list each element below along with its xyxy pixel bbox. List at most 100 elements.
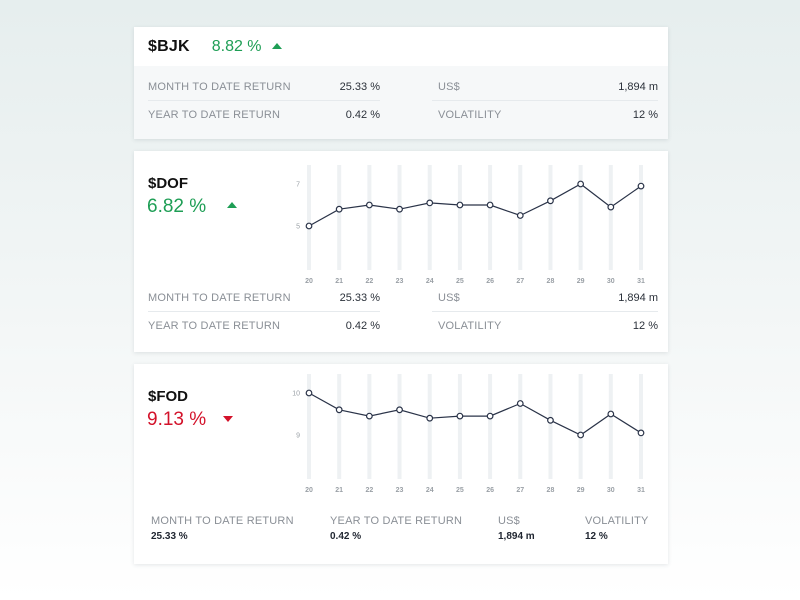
stat-value: 0.42 % [345,109,380,121]
data-point [516,212,524,219]
x-tick-label: 29 [577,487,585,494]
change-percent: 8.82 % [211,37,262,55]
stock-card-bjk[interactable]: $BJK 8.82 % MONTH TO DATE RETURN 25.33 %… [134,27,668,139]
stat-month-to-date: MONTH TO DATE RETURN 25.33 % [148,284,380,312]
data-point [456,412,464,420]
stat-value: 1,894 m [618,291,658,304]
stat-year-to-date: YEAR TO DATE RETURN 0.42 % [148,312,380,340]
x-tick-label: 20 [305,487,313,494]
series-line [308,183,642,227]
line-chart-fod: 10 9 20 21 22 23 24 25 26 27 28 29 30 31 [292,374,645,494]
stock-card-dof[interactable]: $DOF 6.82 % 7 5 20 21 22 23 24 25 26 27 28 29 30 31 M… [134,151,668,352]
stat-label: VOLATILITY [438,109,502,121]
x-tick-label: 28 [547,278,555,285]
data-point [607,203,615,211]
x-tick-label: 30 [607,487,615,494]
stat-year-to-date: YEAR TO DATE RETURN 0.42 % [330,515,462,542]
data-point [637,182,645,190]
x-tick-label: 23 [396,487,404,494]
stat-label: VOLATILITY [585,515,649,527]
x-tick-label: 20 [305,278,313,285]
change-percent: 9.13 % [147,409,207,430]
x-tick-label: 27 [516,278,524,285]
stat-label: US$ [438,80,460,93]
stat-volatility: VOLATILITY 12 % [432,312,658,340]
x-tick-label: 31 [637,487,645,494]
stat-value: 12 % [632,109,658,121]
x-tick-label: 22 [365,487,373,494]
change-percent: 6.82 % [147,196,207,217]
x-tick-label: 27 [516,487,524,494]
x-tick-label: 31 [637,278,645,285]
stat-usd: US$ 1,894 m [432,284,658,312]
data-point [426,199,434,207]
stat-label: MONTH TO DATE RETURN [151,515,294,527]
ticker-symbol: $BJK [148,37,190,55]
data-point [547,416,554,424]
stat-volatility: VOLATILITY 12 % [432,101,658,129]
data-point [486,412,494,420]
y-tick-label: 5 [296,224,300,231]
data-point [516,400,524,407]
x-tick-label: 21 [335,278,343,285]
stat-year-to-date: YEAR TO DATE RETURN 0.42 % [148,101,380,129]
stock-card-fod[interactable]: $FOD 9.13 % 10 9 20 21 22 23 24 25 26 27 28 29 30 31 … [134,364,668,564]
data-point [365,201,373,209]
stat-label: YEAR TO DATE RETURN [148,109,281,121]
stat-value: 1,894 m [618,80,658,93]
y-tick-label: 9 [296,433,300,440]
x-tick-label: 26 [486,487,494,494]
data-point [456,201,464,209]
stat-value: 12 % [585,531,608,542]
x-tick-label: 25 [456,487,464,494]
data-point [305,222,313,230]
line-chart-dof: 7 5 20 21 22 23 24 25 26 27 28 29 30 31 [296,165,645,285]
card-header: $BJK 8.82 % [134,27,668,66]
data-point [396,406,403,414]
stat-value: 1,894 m [498,531,535,542]
ticker-symbol: $FOD [148,388,189,405]
stat-volatility: VOLATILITY 12 % [585,515,649,542]
data-point [335,406,343,414]
stat-value: 25.33 % [151,531,188,542]
arrow-up-icon [271,42,282,49]
ticker-symbol: $DOF [148,175,189,192]
data-point [637,429,645,437]
arrow-up-icon [227,202,237,208]
stat-value: 0.42 % [345,320,380,332]
data-point [305,389,313,397]
stat-usd: US$ 1,894 m [432,73,658,101]
x-tick-label: 25 [456,278,464,285]
stat-usd: US$ 1,894 m [498,515,535,542]
data-point [335,205,343,213]
x-tick-label: 30 [607,278,615,285]
x-tick-label: 28 [547,487,555,494]
data-point [396,205,403,213]
data-point [607,410,615,418]
x-tick-label: 26 [486,278,494,285]
x-tick-label: 29 [577,278,585,285]
x-tick-label: 23 [396,278,404,285]
x-tick-label: 24 [426,278,434,285]
stat-value: 25.33 % [339,291,380,304]
stat-label: VOLATILITY [438,320,502,332]
stat-label: MONTH TO DATE RETURN [148,80,291,93]
stat-label: US$ [438,291,460,304]
stat-label: YEAR TO DATE RETURN [148,320,281,332]
series-line [308,392,642,436]
data-point [365,412,373,420]
x-tick-label: 24 [426,487,434,494]
data-point [547,197,554,205]
arrow-down-icon [223,416,233,422]
stat-value: 25.33 % [339,80,380,93]
stat-label: MONTH TO DATE RETURN [148,291,291,304]
data-point [577,431,585,439]
x-tick-label: 21 [335,487,343,494]
stat-value: 0.42 % [330,531,362,542]
stats-panel: MONTH TO DATE RETURN 25.33 % YEAR TO DAT… [134,66,668,139]
stat-label: YEAR TO DATE RETURN [330,515,463,527]
x-tick-label: 22 [365,278,373,285]
data-point [486,201,494,209]
data-point [577,180,585,188]
stat-value: 12 % [632,320,658,332]
